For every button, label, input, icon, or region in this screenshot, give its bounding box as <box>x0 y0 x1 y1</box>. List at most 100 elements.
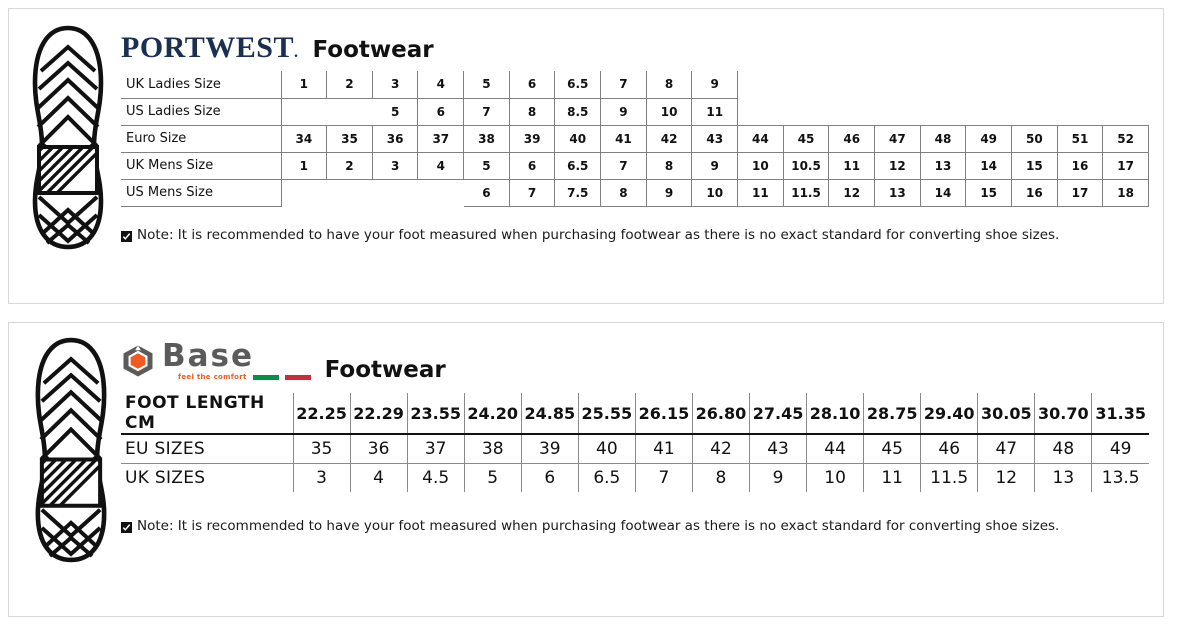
table-cell-empty <box>417 178 464 206</box>
table-cell: 7 <box>463 97 510 126</box>
table-cell: 8 <box>645 71 693 99</box>
table-cell: 22.29 <box>349 393 408 435</box>
table-cell: 4 <box>349 463 408 492</box>
table-cell: 15 <box>965 178 1012 207</box>
table-row: EU SIZES 35 36 37 38 39 40 41 42 43 44 45 46 47 48 49 <box>121 434 1149 464</box>
portwest-note: Note: It is recommended to have your foo… <box>121 227 1149 243</box>
row-label: EU SIZES <box>121 434 293 464</box>
table-cell: 46 <box>920 434 978 464</box>
table-cell: 9 <box>645 178 693 207</box>
portwest-content: PORTWEST. Footwear UK Ladies Size 1 2 3 4 5 6 6… <box>121 9 1149 243</box>
row-label: UK Ladies Size <box>121 71 282 99</box>
table-cell: 39 <box>520 434 579 464</box>
table-cell: 22.25 <box>292 393 351 435</box>
table-cell: 9 <box>748 463 807 492</box>
table-cell-empty <box>372 178 418 206</box>
table-cell: 11 <box>828 151 876 180</box>
portwest-size-chart-card: PORTWEST. Footwear UK Ladies Size 1 2 3 4 5 6 6… <box>8 8 1164 304</box>
table-cell: 11.5 <box>782 178 830 207</box>
table-cell: 10 <box>737 151 784 180</box>
base-table-body: FOOT LENGTH CM 22.25 22.29 23.55 24.20 24.85 2… <box>121 393 1149 492</box>
table-cell: 42 <box>645 124 693 153</box>
table-cell: 41 <box>634 434 693 464</box>
table-cell-empty <box>326 178 373 206</box>
table-cell: 12 <box>977 463 1035 492</box>
table-cell: 14 <box>965 151 1012 180</box>
table-cell: 52 <box>1102 124 1149 153</box>
table-cell: 8 <box>600 178 647 207</box>
table-cell: 45 <box>863 434 921 464</box>
table-cell: 1 <box>280 71 328 99</box>
table-cell: 18 <box>1102 178 1149 207</box>
row-label: UK Mens Size <box>121 151 282 180</box>
row-label: FOOT LENGTH CM <box>121 393 293 435</box>
table-cell: 42 <box>691 434 750 464</box>
table-cell: 5 <box>371 97 419 126</box>
base-wordmark: Base <box>162 338 255 374</box>
table-cell: 5 <box>463 71 510 99</box>
base-category-label: Footwear <box>324 357 446 383</box>
table-cell: 38 <box>463 124 510 153</box>
table-cell: 6 <box>520 463 579 492</box>
table-cell: 11 <box>737 178 784 207</box>
table-cell: 11.5 <box>920 463 978 492</box>
table-cell: 48 <box>919 124 967 153</box>
table-cell: 13.5 <box>1091 463 1149 492</box>
base-size-chart-card: Base feel the comfort Footwear FOOT LEN <box>8 322 1164 617</box>
table-cell: 44 <box>737 124 784 153</box>
table-cell-empty <box>1102 98 1149 126</box>
table-cell: 10.5 <box>782 151 830 180</box>
table-cell: 41 <box>600 124 647 153</box>
table-cell: 23.55 <box>406 393 465 435</box>
base-lettering: Base feel the comfort <box>162 341 311 381</box>
base-brand-header: Base feel the comfort Footwear <box>121 323 1149 383</box>
table-cell: 49 <box>1091 434 1149 464</box>
table-cell: 30.70 <box>1034 393 1092 435</box>
table-cell: 3 <box>371 151 419 180</box>
table-cell: 7 <box>508 178 556 207</box>
table-cell-empty <box>965 98 1012 126</box>
table-cell: 3 <box>292 463 351 492</box>
checkbox-checked-icon <box>121 521 132 537</box>
table-cell: 24.85 <box>520 393 579 435</box>
table-cell-empty <box>737 98 784 126</box>
table-cell: 2 <box>326 151 373 180</box>
table-cell-empty <box>920 98 966 126</box>
table-cell-empty <box>920 71 966 98</box>
checkbox-checked-icon <box>121 230 132 246</box>
row-label: UK SIZES <box>125 467 206 488</box>
table-cell: 16 <box>1011 178 1058 207</box>
table-cell: 49 <box>965 124 1012 153</box>
table-cell: 40 <box>554 124 602 153</box>
row-label: US Mens Size <box>121 178 282 207</box>
table-cell: 28.75 <box>863 393 921 435</box>
table-cell: 3 <box>371 71 419 99</box>
table-cell: 11 <box>691 97 739 126</box>
table-cell: 44 <box>806 434 864 464</box>
table-cell-empty <box>1011 98 1058 126</box>
portwest-size-table: UK Ladies Size 1 2 3 4 5 6 6.5 7 8 9 US Ladies Size… <box>121 71 1149 207</box>
table-cell-empty <box>828 98 875 126</box>
table-cell: 24.20 <box>463 393 522 435</box>
table-cell: 4 <box>417 151 465 180</box>
table-cell: 10 <box>645 97 693 126</box>
table-cell-empty <box>281 178 327 206</box>
table-cell-empty <box>783 98 829 126</box>
table-cell-empty <box>1103 71 1149 98</box>
table-cell-empty <box>874 98 921 126</box>
table-cell: 47 <box>874 124 921 153</box>
table-cell: 30.05 <box>977 393 1035 435</box>
base-content: Base feel the comfort Footwear FOOT LEN <box>121 323 1149 534</box>
table-cell: 27.45 <box>748 393 807 435</box>
portwest-category-label: Footwear <box>312 37 434 63</box>
table-cell-empty <box>783 71 829 98</box>
table-cell-empty <box>326 97 373 126</box>
table-cell: 6.5 <box>577 463 636 492</box>
table-cell: 13 <box>1034 463 1092 492</box>
table-cell-empty <box>966 71 1012 98</box>
table-cell: 11 <box>863 463 921 492</box>
table-cell-empty <box>1012 71 1058 98</box>
table-cell: 13 <box>874 178 921 207</box>
table-cell: 9 <box>691 151 739 180</box>
